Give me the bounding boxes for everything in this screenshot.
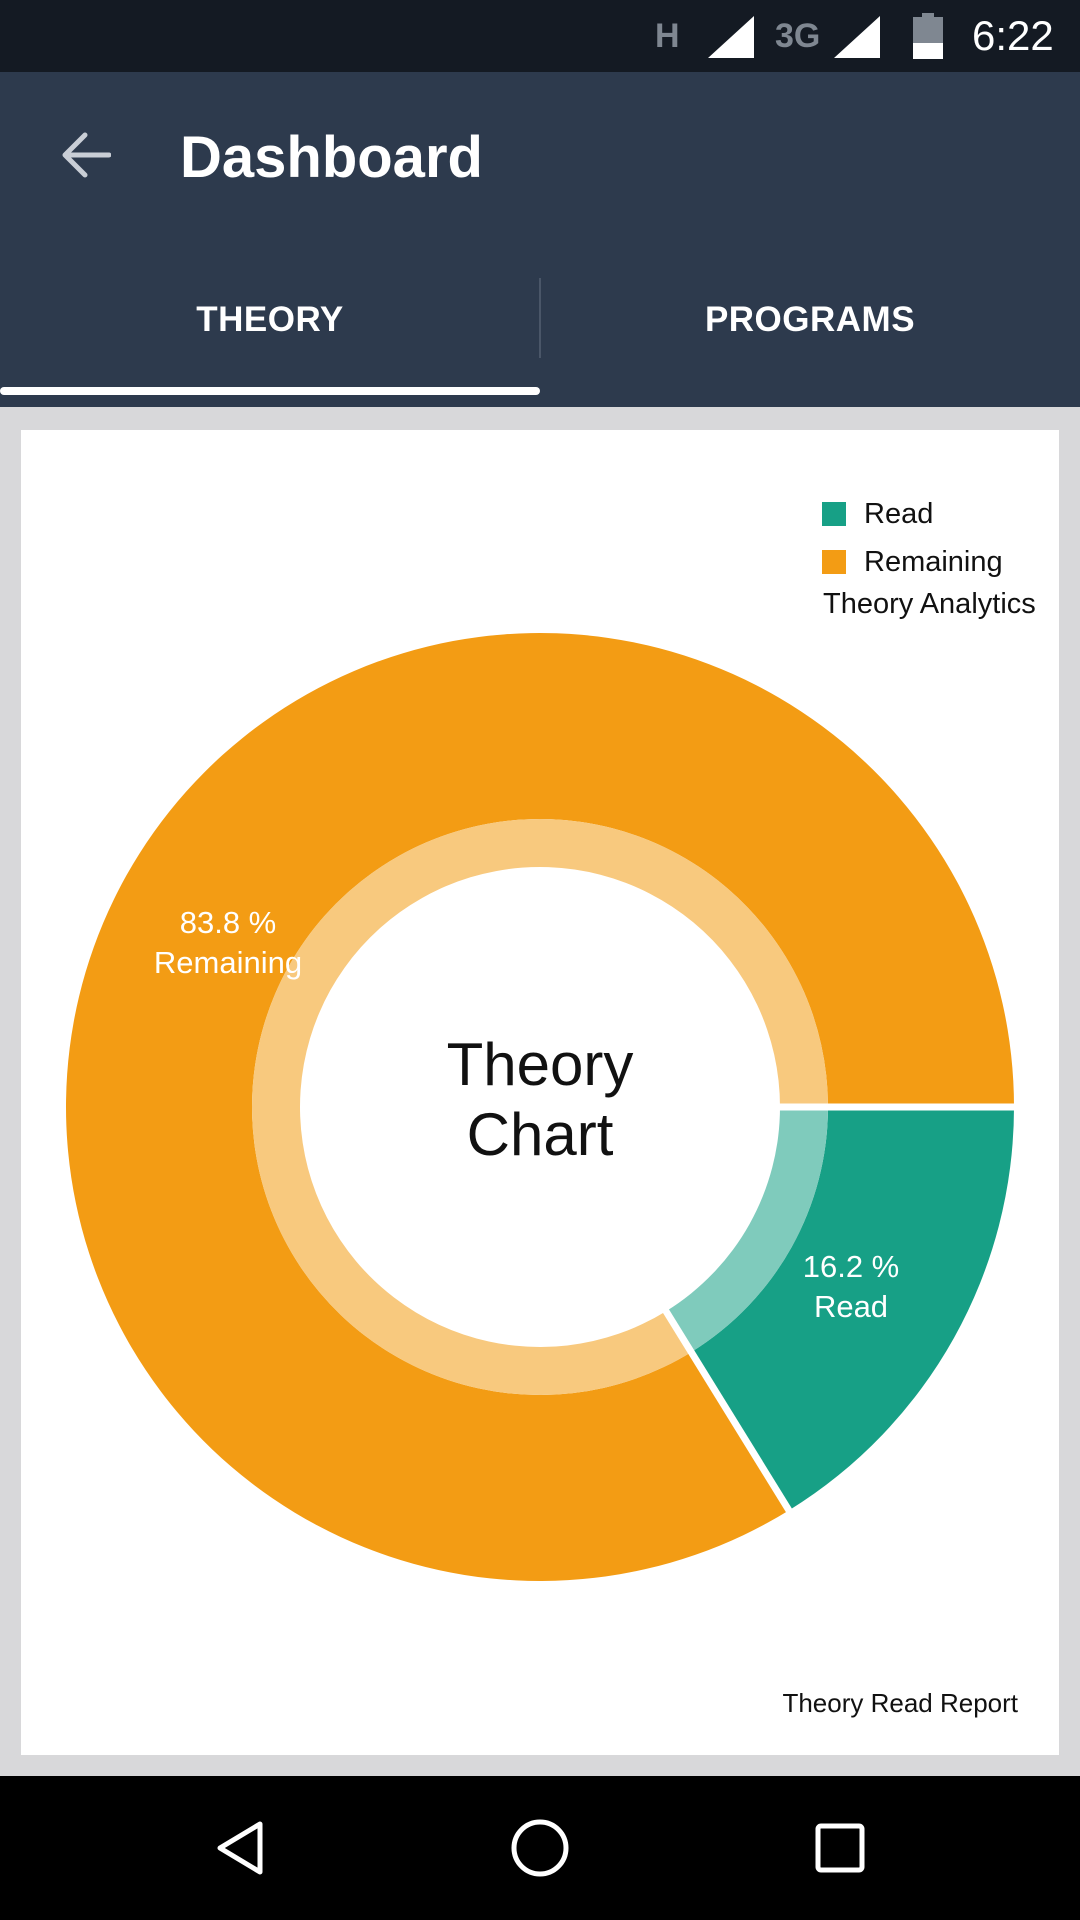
chart-legend: Read Remaining (822, 490, 1003, 586)
slice-name-remaining: Remaining (153, 945, 303, 980)
tab-indicator (0, 387, 540, 395)
chart-description: Theory Read Report (782, 1688, 1018, 1718)
center-text-line-2: Chart (466, 1101, 614, 1168)
nav-recent-apps-button[interactable] (788, 1796, 892, 1900)
tab-programs[interactable]: PROGRAMS (704, 300, 916, 339)
donut-inner-ring-read (666, 1107, 828, 1353)
status-bar: H 3G 6:22 (0, 0, 1080, 72)
legend-description: Theory Analytics (823, 588, 1036, 620)
legend-swatch-remaining (822, 550, 846, 574)
slice-name-read: Read (813, 1289, 889, 1324)
slice-label-read: 16.2 % Read (751, 1247, 951, 1327)
legend-label-read: Read (864, 497, 934, 530)
nav-recent-apps-icon (815, 1823, 865, 1873)
navigation-bar (0, 1776, 1080, 1920)
back-button[interactable] (40, 110, 130, 200)
chart-center-text: Theory Chart (380, 1030, 700, 1170)
slice-value-read: 16.2 % (802, 1249, 900, 1284)
signal-icon (834, 16, 880, 58)
signal-icon (708, 16, 754, 58)
legend-swatch-read (822, 502, 846, 526)
nav-back-icon (217, 1821, 263, 1875)
nav-home-button[interactable] (488, 1796, 592, 1900)
network-type-3g: 3G (775, 16, 821, 55)
battery-icon (913, 13, 943, 59)
slice-separator (662, 1307, 793, 1514)
clock: 6:22 (972, 12, 1054, 59)
nav-home-icon (511, 1819, 569, 1877)
tab-divider (539, 278, 541, 358)
legend-item-remaining: Remaining (822, 538, 1003, 586)
nav-back-button[interactable] (188, 1796, 292, 1900)
tab-theory[interactable]: THEORY (196, 300, 344, 339)
network-type-h: H (655, 16, 680, 55)
slice-value-remaining: 83.8 % (179, 905, 277, 940)
legend-label-remaining: Remaining (864, 545, 1003, 578)
donut-slice-read[interactable] (691, 1107, 1014, 1511)
page-title: Dashboard (180, 125, 483, 190)
slice-label-remaining: 83.8 % Remaining (128, 903, 328, 983)
donut-slice-remaining[interactable] (65, 632, 1014, 1581)
arrow-back-icon (62, 132, 111, 178)
center-text-line-1: Theory (446, 1031, 634, 1098)
legend-item-read: Read (822, 490, 1003, 538)
